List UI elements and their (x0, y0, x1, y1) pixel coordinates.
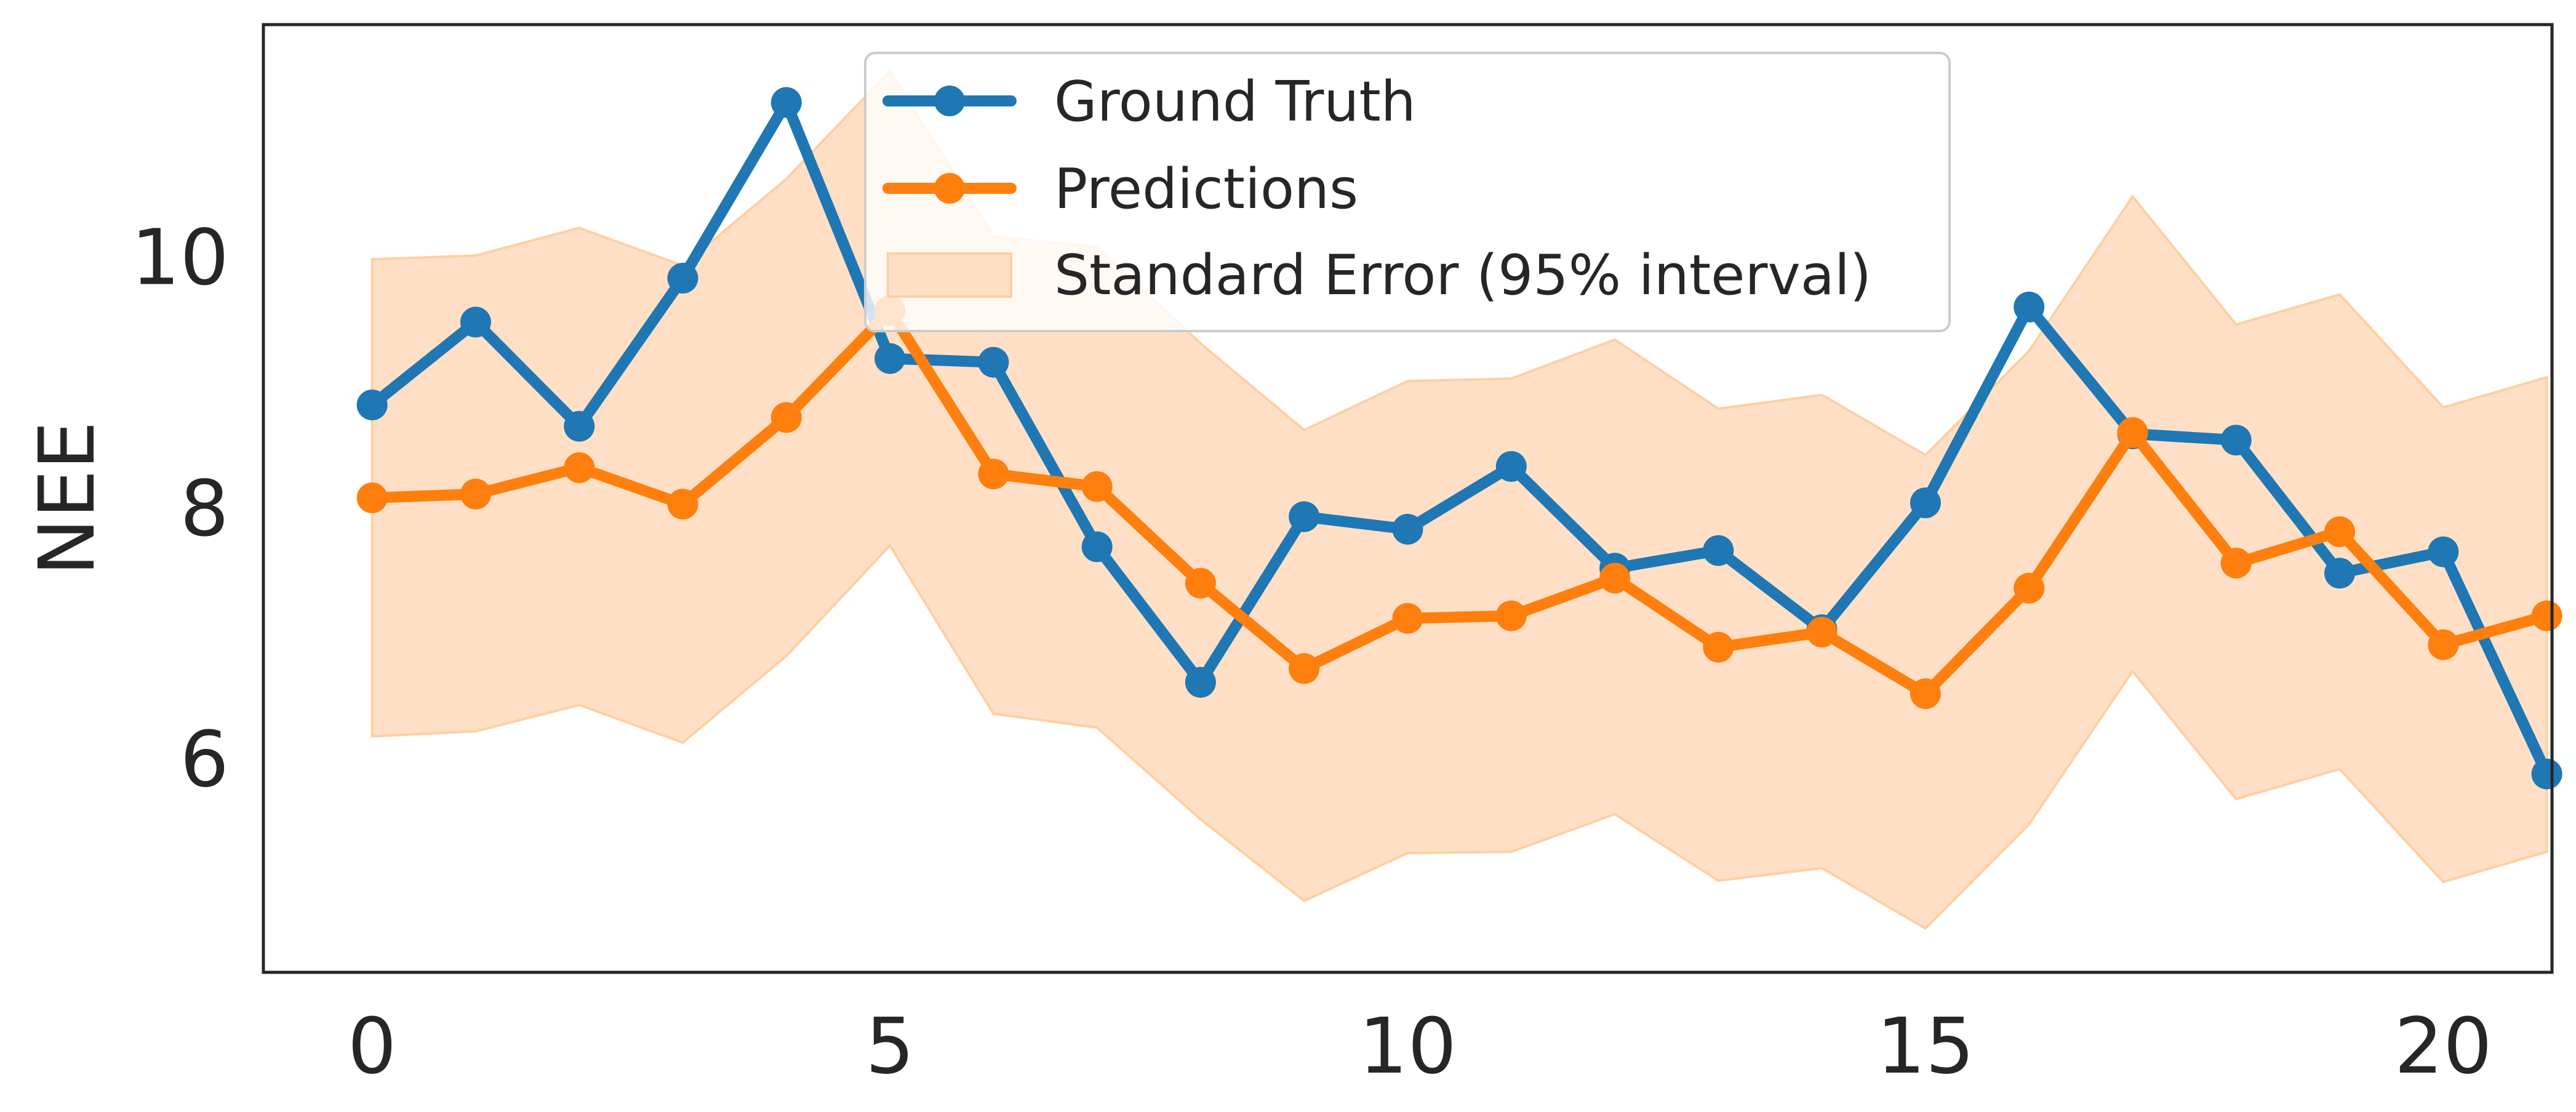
y-axis-label: NEE (23, 421, 112, 575)
predictions-point (2220, 548, 2252, 578)
predictions-point (1599, 562, 1631, 594)
x-tick-label: 5 (865, 1002, 914, 1091)
predictions-point (770, 402, 802, 433)
predictions-point (1495, 600, 1527, 631)
predictions-line (366, 305, 2553, 700)
plot-frame (262, 23, 2554, 974)
ground-truth-point (2324, 558, 2355, 589)
legend: Ground Truth Predictions Standard Error … (864, 52, 1951, 332)
ground-truth-point (874, 343, 906, 374)
predictions-point (1185, 567, 1216, 599)
legend-ground-truth-label: Ground Truth (1054, 70, 1416, 134)
ground-truth-point (1289, 501, 1320, 532)
ground-truth-point (1185, 666, 1216, 698)
ground-truth-point (564, 410, 595, 442)
y-tick-label: 8 (180, 464, 229, 553)
predictions-point (2531, 600, 2562, 631)
ground-truth-line (366, 97, 2553, 780)
x-tick-label: 10 (1359, 1002, 1457, 1091)
predictions-point (2117, 417, 2148, 448)
ground-truth-point (667, 263, 698, 294)
legend-predictions-marker (934, 173, 965, 204)
predictions-point (1289, 653, 1320, 684)
predictions-point (564, 452, 595, 483)
predictions-point (356, 482, 388, 513)
ground-truth-series (356, 87, 2562, 790)
legend-standard-error-swatch (887, 252, 1012, 298)
legend-predictions-label: Predictions (1054, 157, 1358, 222)
ground-truth-point (1081, 531, 1113, 562)
series-layer (356, 87, 2562, 790)
predictions-series (356, 295, 2562, 710)
predictions-point (2428, 629, 2459, 660)
y-tick-labels: 6 8 10 (131, 213, 229, 804)
ground-truth-point (770, 87, 802, 118)
predictions-point (978, 458, 1009, 490)
ground-truth-point (460, 306, 491, 338)
ground-truth-point (2531, 758, 2562, 790)
predictions-point (1806, 617, 1838, 648)
ground-truth-point (1910, 487, 1941, 519)
predictions-point (2324, 516, 2355, 548)
predictions-point (2014, 572, 2045, 604)
legend-box (864, 52, 1951, 332)
x-tick-labels: 0 5 10 15 20 (348, 1002, 2492, 1091)
predictions-point (460, 478, 491, 510)
legend-standard-error-label: Standard Error (95% interval) (1054, 243, 1871, 308)
ground-truth-point (1392, 514, 1423, 545)
ground-truth-point (2428, 536, 2459, 567)
predictions-point (1392, 602, 1423, 634)
predictions-point (667, 489, 698, 520)
ground-truth-point (356, 390, 388, 420)
x-tick-label: 0 (348, 1002, 397, 1091)
x-tick-label: 20 (2394, 1002, 2492, 1091)
legend-ground-truth-marker (934, 86, 965, 116)
x-tick-label: 15 (1876, 1002, 1974, 1091)
y-tick-label: 10 (131, 213, 229, 302)
y-tick-label: 6 (180, 715, 229, 804)
predictions-point (1910, 678, 1941, 710)
ground-truth-point (2014, 291, 2045, 322)
ground-truth-point (2220, 425, 2252, 456)
ground-truth-point (1495, 451, 1527, 482)
ground-truth-point (1703, 535, 1734, 566)
ground-truth-point (978, 346, 1009, 378)
predictions-point (1081, 471, 1113, 502)
predictions-point (1703, 631, 1734, 663)
